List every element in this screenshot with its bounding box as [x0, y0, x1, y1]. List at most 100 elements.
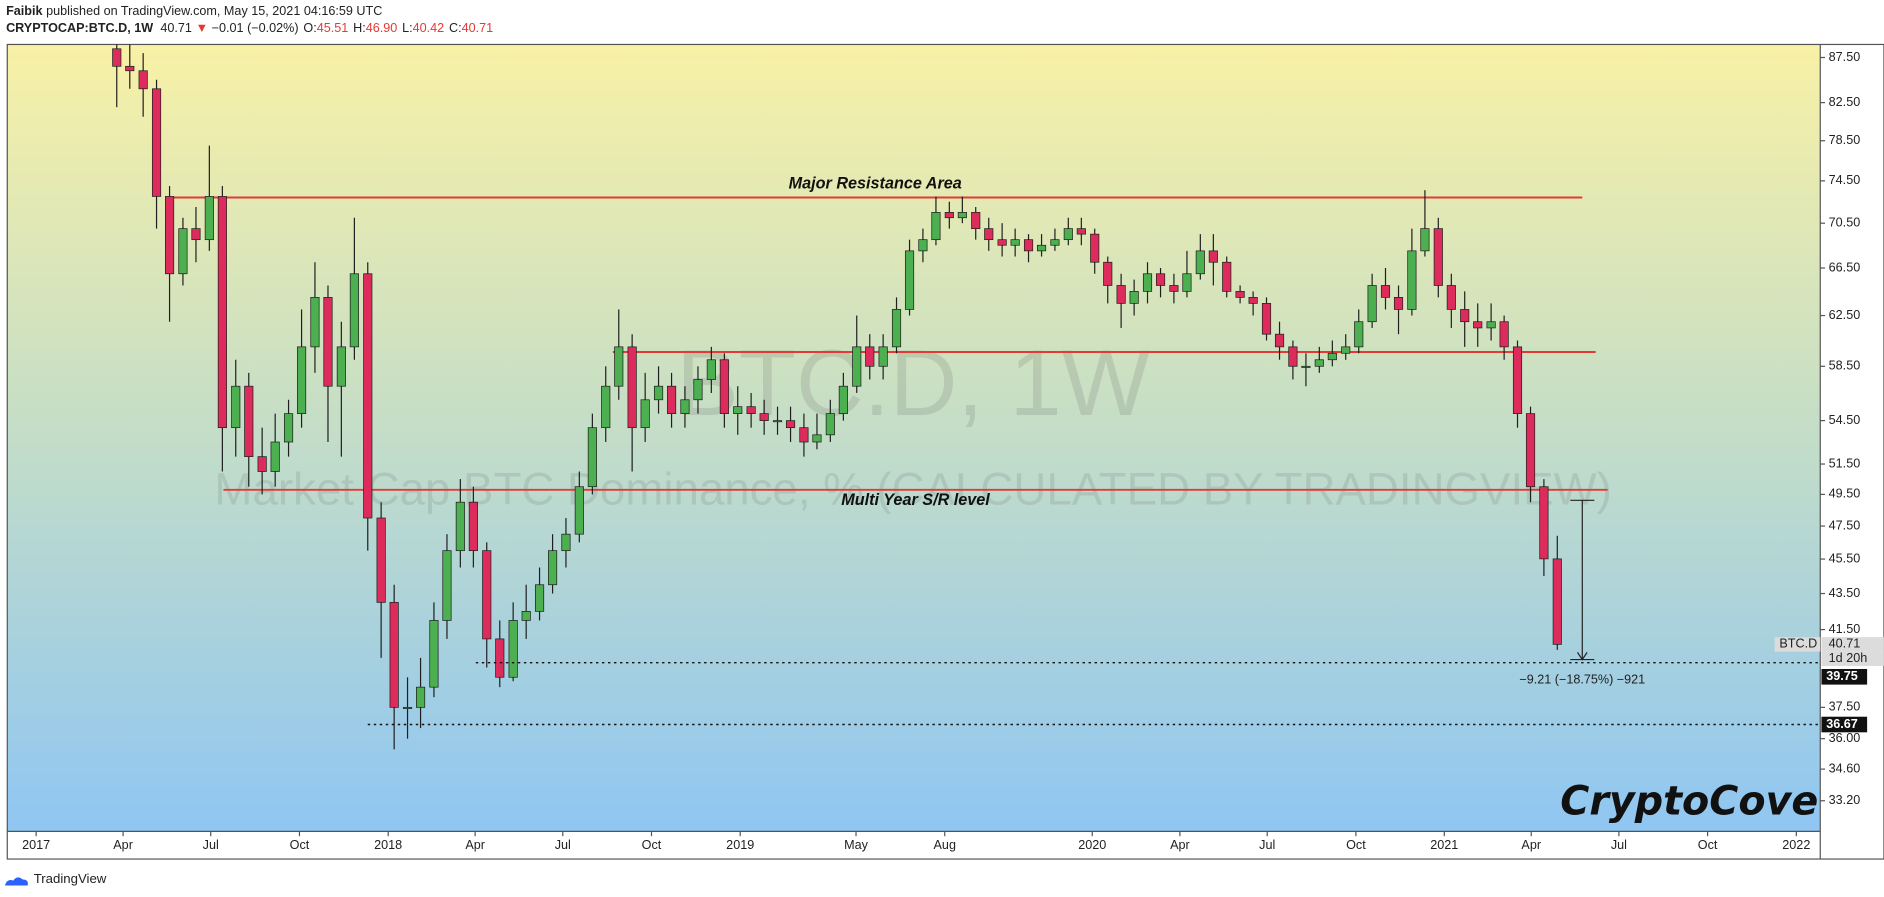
x-tick-label: Jul: [203, 838, 219, 852]
candle-body: [931, 212, 941, 241]
x-tick-label: 2018: [374, 838, 402, 852]
candle-body: [640, 399, 650, 429]
candle-body: [1525, 413, 1536, 488]
candle-body: [1552, 558, 1562, 645]
candle-body: [1274, 333, 1285, 348]
candle-body: [283, 413, 294, 443]
candle-body: [415, 686, 426, 708]
candle-body: [601, 385, 611, 429]
y-tick-label: 58.50: [1829, 359, 1861, 373]
candle-body: [363, 273, 373, 519]
candle-body: [746, 406, 756, 414]
candle-body: [482, 550, 492, 640]
candle-body: [1301, 365, 1311, 368]
candle-body: [1195, 250, 1205, 275]
candle-body: [138, 70, 148, 90]
countdown-box: [1821, 651, 1884, 666]
y-tick-label: 43.50: [1829, 586, 1861, 600]
candle-body: [1063, 228, 1073, 241]
y-tick-label: 47.50: [1829, 518, 1861, 532]
symbol: CRYPTOCAP:BTC.D, 1W: [6, 21, 153, 35]
y-tick-label: 54.50: [1829, 413, 1861, 427]
ohlc-value: 40.42: [413, 21, 445, 35]
level-label: Multi Year S/R level: [841, 491, 990, 509]
last-name-box: [1774, 637, 1821, 652]
candle-body: [997, 239, 1007, 246]
candle-body: [376, 517, 386, 603]
candle-body: [1499, 321, 1509, 348]
candle-body: [1314, 359, 1324, 367]
y-tick-label: 36.00: [1829, 731, 1861, 745]
y-tick-label: 34.60: [1829, 761, 1861, 775]
candle-body: [719, 359, 729, 414]
candle-body: [957, 212, 967, 219]
candle-body: [508, 620, 518, 678]
candle-body: [349, 273, 359, 348]
candle-body: [1460, 309, 1470, 323]
last-price: 40.71: [160, 21, 192, 35]
candle-body: [1129, 291, 1139, 304]
candle-body: [429, 620, 439, 688]
candle-body: [918, 239, 928, 252]
x-tick-label: Jul: [1611, 838, 1627, 852]
brand: CryptoCove: [1560, 778, 1818, 824]
candle-body: [706, 359, 716, 380]
price-label: 39.75: [1826, 669, 1858, 683]
candle-body: [984, 228, 994, 241]
x-tick-label: 2020: [1078, 838, 1106, 852]
x-tick-label: Jul: [1259, 838, 1275, 852]
candle-body: [627, 346, 637, 429]
candle-body: [904, 250, 915, 310]
candle-body: [653, 385, 664, 401]
candle-body: [1050, 239, 1060, 246]
y-tick-label: 74.50: [1829, 173, 1861, 187]
candle-body: [1486, 321, 1496, 329]
x-tick-label: Oct: [642, 838, 662, 852]
x-tick-label: Aug: [934, 838, 956, 852]
measure-label: −9.21 (−18.75%) −921: [1519, 672, 1645, 686]
last-price-box: [1821, 637, 1884, 652]
candle-body: [1182, 273, 1192, 292]
candle-body: [1473, 321, 1483, 329]
ohlc-value: 45.51: [317, 21, 349, 35]
candle-body: [1393, 297, 1404, 310]
down-arrow: ▼: [196, 21, 208, 35]
y-tick-label: 33.20: [1829, 793, 1861, 807]
y-tick-label: 62.50: [1829, 308, 1861, 322]
measure-arrow: [1576, 652, 1588, 661]
x-tick-label: 2021: [1430, 838, 1458, 852]
x-tick-label: Apr: [1170, 838, 1190, 852]
candle-body: [1116, 285, 1126, 304]
candle-body: [1169, 285, 1179, 292]
candle-body: [1103, 261, 1113, 286]
footer-logo: [4, 877, 28, 886]
x-tick-label: Jul: [555, 838, 571, 852]
plot-background: [7, 44, 1821, 832]
candle-body: [693, 379, 703, 401]
candle-body: [389, 602, 399, 708]
y-tick-label: 37.50: [1829, 700, 1861, 714]
ohlc-value: 40.71: [462, 21, 494, 35]
candle-body: [1539, 486, 1549, 560]
x-tick-label: Oct: [1346, 838, 1366, 852]
price-label-box: [1821, 716, 1868, 733]
x-tick-label: 2017: [22, 838, 50, 852]
candle-body: [1023, 239, 1034, 252]
candle-body: [812, 434, 822, 443]
candle-body: [971, 212, 981, 229]
x-tick-label: Oct: [290, 838, 310, 852]
x-tick-label: Apr: [1521, 838, 1541, 852]
candle-body: [1341, 346, 1351, 354]
candle-body: [1076, 228, 1086, 235]
candle-body: [468, 501, 478, 552]
candle-body: [1208, 250, 1218, 263]
candle-body: [799, 427, 809, 443]
candle-body: [257, 456, 267, 472]
level-label: Major Resistance Area: [789, 175, 962, 193]
candle-body: [587, 427, 597, 488]
candle-body: [1155, 273, 1166, 286]
candle-body: [1327, 352, 1337, 361]
candle-body: [785, 420, 796, 429]
footer: TradingView: [4, 871, 107, 886]
